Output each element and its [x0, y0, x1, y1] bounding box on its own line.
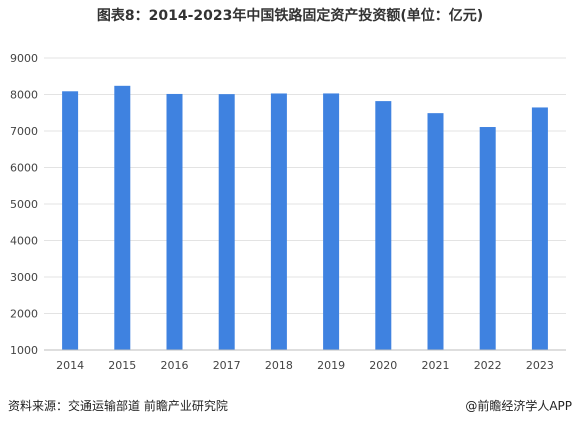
x-axis-ticks: 2014 2015 2016 2017 2018 2019 2020 2021 2022 2023 [44, 349, 566, 372]
bar [323, 93, 340, 350]
footer: 资料来源：交通运输部道 前瞻产业研究院 @前瞻经济学人APP [8, 397, 572, 414]
credit-text: @前瞻经济学人APP [465, 399, 572, 413]
y-axis-ticks: 1000 2000 3000 4000 5000 6000 7000 8000 9000 [10, 52, 38, 357]
source-note: 资料来源：交通运输部道 前瞻产业研究院 [8, 399, 228, 413]
bar [114, 85, 131, 351]
bar [531, 107, 548, 351]
y-tick-label: 8000 [10, 89, 38, 102]
y-tick-label: 3000 [10, 271, 38, 284]
x-tick-label: 2018 [265, 359, 293, 372]
bar [218, 94, 235, 350]
x-tick-label: 2023 [526, 359, 554, 372]
bar [479, 127, 496, 350]
y-tick-label: 9000 [10, 52, 38, 65]
y-tick-label: 4000 [10, 235, 38, 248]
y-tick-label: 6000 [10, 162, 38, 175]
x-tick-label: 2015 [108, 359, 136, 372]
x-tick-label: 2014 [56, 359, 84, 372]
y-tick-label: 1000 [10, 344, 38, 357]
bar-chart: 1000 2000 3000 4000 5000 6000 7000 8000 9000 201… [10, 52, 566, 372]
x-tick-label: 2017 [213, 359, 241, 372]
x-tick-label: 2016 [161, 359, 189, 372]
y-tick-label: 7000 [10, 125, 38, 138]
x-tick-label: 2021 [422, 359, 450, 372]
bars [62, 85, 548, 351]
bar [427, 113, 444, 351]
bar [270, 93, 287, 350]
x-tick-label: 2022 [474, 359, 502, 372]
bar [62, 91, 79, 351]
y-tick-label: 2000 [10, 308, 38, 321]
x-tick-label: 2020 [369, 359, 397, 372]
chart-title: 图表8：2014-2023年中国铁路固定资产投资额(单位：亿元) [96, 8, 484, 24]
bar [375, 101, 392, 350]
x-tick-label: 2019 [317, 359, 345, 372]
bar [166, 93, 183, 350]
y-tick-label: 5000 [10, 198, 38, 211]
